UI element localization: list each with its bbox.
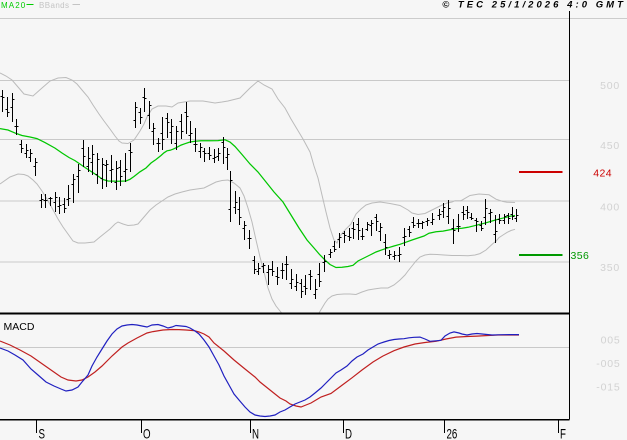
svg-text:450: 450 — [600, 140, 620, 152]
svg-text:S: S — [39, 427, 46, 440]
svg-text:O: O — [143, 427, 151, 440]
svg-text:-015: -015 — [596, 382, 620, 394]
svg-text:356: 356 — [571, 250, 590, 262]
svg-text:400: 400 — [600, 202, 620, 214]
svg-text:F: F — [560, 427, 566, 440]
svg-text:-005: -005 — [596, 358, 620, 370]
svg-text:350: 350 — [600, 262, 620, 274]
svg-text:MACD: MACD — [4, 321, 35, 333]
svg-text:26: 26 — [447, 427, 458, 440]
svg-text:D: D — [345, 427, 352, 440]
svg-text:© TEC 25/1/2026 4:0 GMT: © TEC 25/1/2026 4:0 GMT — [442, 0, 626, 11]
svg-text:500: 500 — [600, 80, 620, 92]
svg-text:005: 005 — [601, 334, 621, 346]
svg-text:424: 424 — [593, 168, 612, 180]
svg-text:N: N — [252, 427, 259, 440]
svg-text:BBands: BBands — [39, 1, 69, 10]
svg-text:MA20: MA20 — [1, 1, 26, 10]
